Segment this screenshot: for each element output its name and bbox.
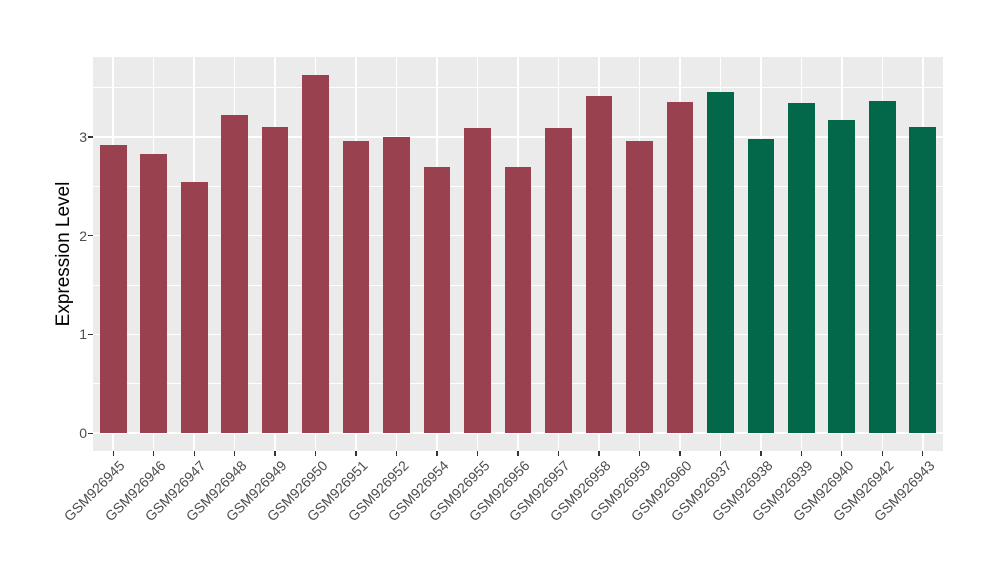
bar-GSM926947 [180, 182, 208, 434]
x-tick-mark [274, 451, 276, 456]
bar-GSM926939 [787, 103, 815, 434]
minor-gridline [93, 87, 943, 88]
bar-GSM926960 [666, 102, 694, 434]
bar-GSM926955 [464, 128, 491, 434]
bar-GSM926948 [221, 115, 248, 434]
major-gridline [93, 136, 943, 138]
bar-GSM926937 [707, 91, 734, 434]
bar-GSM926949 [261, 127, 289, 434]
x-tick-mark [517, 451, 519, 456]
bar-GSM926957 [545, 128, 572, 434]
bar-GSM926958 [585, 95, 613, 434]
x-tick-mark [193, 451, 195, 456]
bar-GSM926946 [140, 153, 168, 434]
bar-GSM926945 [99, 144, 127, 434]
y-tick-label: 3 [79, 128, 87, 145]
bar-GSM926943 [909, 127, 937, 434]
x-tick-mark [355, 451, 357, 456]
x-tick-mark [598, 451, 600, 456]
x-tick-mark [395, 451, 398, 456]
bar-GSM926959 [626, 140, 653, 434]
bar-GSM926938 [747, 138, 775, 434]
y-tick-label: 2 [79, 227, 87, 244]
bar-GSM926956 [504, 166, 532, 434]
x-tick-mark [557, 451, 560, 456]
y-tick-mark [88, 333, 93, 336]
x-tick-mark [112, 451, 114, 456]
x-tick-mark [476, 451, 479, 456]
x-tick-mark [638, 451, 641, 456]
x-tick-mark [679, 451, 681, 456]
y-axis-title: Expression Level [53, 181, 74, 327]
bar-GSM926951 [342, 140, 370, 434]
x-tick-mark [436, 451, 438, 456]
bar-GSM926940 [828, 120, 856, 434]
y-tick-label: 1 [79, 326, 87, 343]
x-tick-mark [760, 451, 762, 456]
x-tick-mark [314, 451, 317, 456]
bar-GSM926952 [383, 137, 410, 434]
y-tick-mark [88, 235, 93, 237]
bar-GSM926954 [423, 166, 451, 434]
x-tick-mark [922, 451, 924, 456]
x-tick-mark [800, 451, 802, 456]
x-tick-mark [881, 451, 883, 456]
y-tick-mark [88, 432, 93, 434]
bar-GSM926950 [302, 74, 329, 434]
x-tick-mark [234, 451, 236, 456]
x-tick-mark [153, 451, 155, 456]
x-tick-mark [841, 451, 843, 456]
x-tick-mark [719, 451, 722, 456]
y-tick-label: 0 [79, 425, 87, 442]
bar-GSM926942 [868, 101, 896, 434]
plot-panel [93, 57, 943, 451]
y-tick-mark [88, 136, 93, 138]
